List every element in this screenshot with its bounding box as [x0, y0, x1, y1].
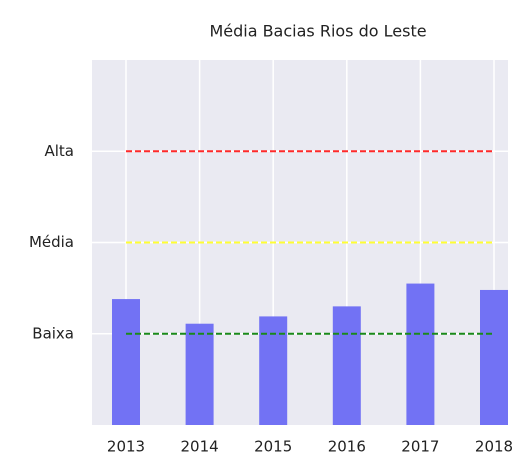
y-tick-label: Média: [29, 233, 74, 251]
x-tick-label: 2014: [181, 438, 219, 456]
x-tick-label: 2016: [328, 438, 366, 456]
x-tick-label: 2018: [475, 438, 513, 456]
y-tick-label: Alta: [44, 142, 74, 160]
bar: [480, 289, 508, 425]
bar: [406, 283, 435, 425]
bar: [112, 299, 140, 425]
x-tick-label: 2017: [401, 438, 439, 456]
bar: [185, 323, 214, 425]
x-tick-label: 2013: [107, 438, 145, 456]
y-tick-label: Baixa: [32, 324, 74, 342]
bar: [259, 316, 288, 425]
x-tick-label: 2015: [254, 438, 292, 456]
bar: [332, 306, 361, 425]
chart-title: Média Bacias Rios do Leste: [209, 22, 426, 41]
